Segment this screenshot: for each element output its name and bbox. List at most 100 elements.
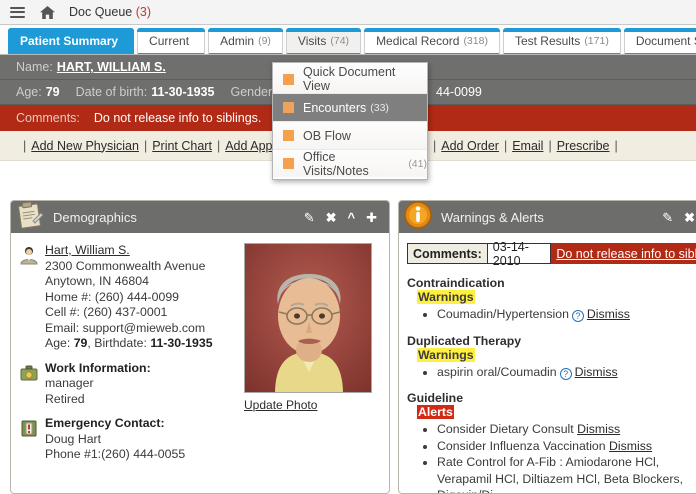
email-value: support@mieweb.com	[82, 320, 206, 335]
section-heading: Duplicated Therapy	[407, 333, 522, 348]
warning-list: Coumadin/Hypertension?Dismiss	[407, 306, 696, 323]
work-information-block: Work Information: manager Retired	[19, 361, 234, 408]
link-add-new-physician[interactable]: Add New Physician	[31, 138, 139, 153]
home-phone-value: (260) 444-0099	[94, 289, 179, 304]
alert-item-text: Consider Dietary Consult	[437, 422, 574, 436]
move-handle-icon[interactable]: ✚	[366, 209, 377, 225]
edit-pencil-icon[interactable]: ✎	[303, 209, 315, 225]
menu-item-label: Office Visits/Notes	[303, 149, 369, 178]
warnings-comment-message[interactable]: Do not release info to siblings.	[551, 243, 696, 264]
warnings-comment-date: 03-14-2010	[487, 240, 552, 268]
link-add-order[interactable]: Add Order	[441, 138, 499, 153]
patient-name-value[interactable]: HART, WILLIAM S.	[56, 60, 166, 74]
link-separator: |	[433, 138, 437, 153]
tab-count: (74)	[330, 35, 350, 47]
demographics-panel-header: Demographics ✎ ✖ ^ ✚	[11, 201, 389, 233]
demo-age-value: 79	[73, 336, 88, 350]
link-email[interactable]: Email	[512, 138, 544, 153]
patient-contact-text: Hart, William S. 2300 Commonwealth Avenu…	[45, 243, 213, 350]
menu-item-label: OB Flow	[303, 128, 351, 143]
alert-item: Rate Control for A-Fib : Amiodarone HCl,…	[437, 454, 696, 493]
person-icon	[19, 243, 45, 352]
tab-label: Visits	[297, 34, 327, 48]
link-print-chart[interactable]: Print Chart	[152, 138, 212, 153]
dismiss-link[interactable]: Dismiss	[577, 422, 621, 436]
section-heading: Contraindication	[407, 276, 505, 290]
emergency-phone: Phone #1:(260) 444-0055	[45, 447, 186, 461]
menu-item-office-visits-notes[interactable]: Office Visits/Notes (41)	[273, 149, 427, 178]
tab-label: Patient Summary	[20, 34, 119, 48]
patient-identity-block: Hart, William S. 2300 Commonwealth Avenu…	[19, 243, 234, 352]
menu-item-count: (41)	[408, 157, 427, 170]
page-title: Doc Queue (3)	[69, 5, 151, 19]
warnings-panel-header: Warnings & Alerts ✎ ✖	[399, 201, 696, 233]
warning-section-duplicated-therapy: Duplicated Therapy Warnings aspirin oral…	[407, 334, 696, 381]
tab-count: (9)	[258, 35, 271, 47]
hamburger-icon[interactable]	[10, 6, 25, 18]
tab-label: Medical Record	[376, 34, 460, 48]
update-photo-link[interactable]: Update Photo	[244, 398, 318, 412]
patient-gender-label: Gender:	[230, 85, 276, 99]
link-add-appt[interactable]: Add Appt	[225, 138, 276, 153]
link-separator: |	[216, 138, 221, 153]
menu-item-encounters[interactable]: Encounters (33)	[273, 93, 427, 121]
link-prescribe[interactable]: Prescribe	[556, 138, 610, 153]
section-heading: Guideline	[407, 391, 464, 405]
home-icon[interactable]	[39, 5, 55, 19]
link-separator: |	[143, 138, 148, 153]
work-line-2: Retired	[45, 391, 85, 406]
warning-item: aspirin oral/Coumadin?Dismiss	[437, 364, 696, 381]
dismiss-link[interactable]: Dismiss	[574, 364, 618, 379]
tab-patient-summary[interactable]: Patient Summary	[8, 28, 135, 54]
edit-pencil-icon[interactable]: ✎	[662, 209, 674, 225]
address-line-2: Anytown, IN 46804	[45, 274, 149, 288]
tab-document-summary[interactable]: Document Summ	[623, 28, 696, 54]
birthdate-value: 11-30-1935	[150, 336, 213, 350]
demographics-panel-body: Hart, William S. 2300 Commonwealth Avenu…	[11, 233, 389, 493]
section-subheading: Alerts	[417, 405, 454, 419]
patient-phone-tail: 44-0099	[436, 85, 482, 99]
collapse-chevron-icon[interactable]: ^	[347, 209, 356, 225]
work-line-1: manager	[45, 376, 94, 390]
alert-item-text: Rate Control for A-Fib : Amiodarone HCl,…	[437, 455, 684, 493]
tab-admin[interactable]: Admin (9)	[208, 28, 283, 54]
dismiss-link[interactable]: Dismiss	[586, 307, 630, 321]
tab-label: Admin	[220, 34, 255, 48]
briefcase-icon	[19, 361, 45, 408]
tab-medical-record[interactable]: Medical Record (318)	[364, 28, 500, 54]
warnings-panel-tools: ✎ ✖	[662, 211, 696, 224]
tab-visits[interactable]: Visits (74)	[285, 28, 362, 54]
warning-list: aspirin oral/Coumadin?Dismiss	[407, 364, 696, 381]
menu-item-quick-document-view[interactable]: Quick Document View	[273, 65, 427, 93]
warnings-panel-title: Warnings & Alerts	[441, 209, 544, 225]
menu-item-count: (33)	[370, 101, 389, 114]
page-title-count: (3)	[135, 5, 151, 19]
section-subheading: Warnings	[417, 290, 475, 304]
tab-current[interactable]: Current	[137, 28, 206, 54]
warning-item-text: aspirin oral/Coumadin	[437, 364, 557, 379]
cell-phone-label: Cell #:	[45, 305, 80, 319]
demographics-panel-title: Demographics	[53, 209, 137, 225]
warning-section-guideline: Guideline Alerts Consider Dietary Consul…	[407, 391, 696, 493]
address-line-1: 2300 Commonwealth Avenue	[45, 258, 206, 273]
close-x-icon[interactable]: ✖	[684, 209, 695, 225]
patient-dob-value: 11-30-1935	[151, 85, 215, 99]
emergency-title: Emergency Contact:	[45, 416, 165, 430]
menu-item-ob-flow[interactable]: OB Flow	[273, 121, 427, 149]
work-title: Work Information:	[45, 360, 151, 375]
patient-age-label: Age:	[16, 85, 42, 99]
demographics-panel-tools: ✎ ✖ ^ ✚	[304, 211, 383, 224]
close-x-icon[interactable]: ✖	[325, 209, 337, 225]
tab-test-results[interactable]: Test Results (171)	[502, 28, 621, 54]
work-information-text: Work Information: manager Retired	[45, 361, 151, 408]
help-icon[interactable]: ?	[571, 310, 584, 322]
menu-item-label: Encounters	[303, 100, 367, 115]
demographics-content: Hart, William S. 2300 Commonwealth Avenu…	[19, 243, 381, 472]
patient-name-link[interactable]: Hart, William S.	[45, 243, 130, 257]
warning-item: Coumadin/Hypertension?Dismiss	[437, 306, 696, 323]
link-separator: |	[23, 138, 27, 153]
dismiss-link[interactable]: Dismiss	[609, 438, 653, 453]
orange-square-icon	[283, 102, 294, 113]
patient-age-value: 79	[45, 85, 60, 99]
help-icon[interactable]: ?	[559, 367, 572, 380]
